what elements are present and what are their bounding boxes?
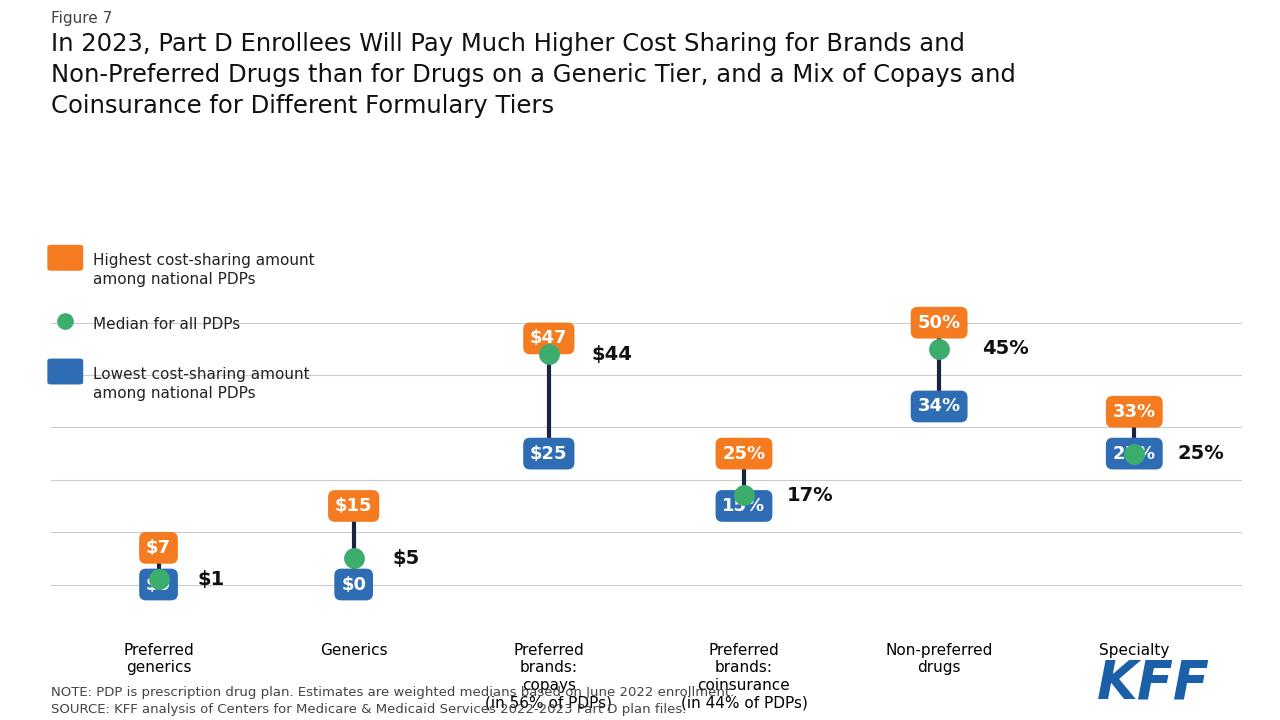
Text: $0: $0	[146, 575, 172, 593]
Text: 25%: 25%	[1178, 444, 1224, 463]
Text: 25%: 25%	[1112, 444, 1156, 463]
Text: Lowest cost-sharing amount
among national PDPs: Lowest cost-sharing amount among nationa…	[93, 367, 310, 401]
Text: $25: $25	[530, 444, 567, 463]
Text: 50%: 50%	[918, 314, 961, 332]
Text: Median for all PDPs: Median for all PDPs	[93, 317, 241, 332]
Text: KFF: KFF	[1097, 657, 1210, 709]
Text: 45%: 45%	[982, 339, 1029, 359]
Text: $15: $15	[335, 497, 372, 515]
FancyBboxPatch shape	[47, 359, 83, 384]
Text: $44: $44	[591, 345, 632, 364]
Text: 34%: 34%	[918, 397, 961, 415]
Text: $7: $7	[146, 539, 172, 557]
Text: 15%: 15%	[722, 497, 765, 515]
Text: 25%: 25%	[722, 444, 765, 463]
Text: $1: $1	[197, 570, 225, 589]
Text: $47: $47	[530, 329, 567, 347]
Text: Highest cost-sharing amount
among national PDPs: Highest cost-sharing amount among nation…	[93, 253, 315, 287]
Text: NOTE: PDP is prescription drug plan. Estimates are weighted medians based on Jun: NOTE: PDP is prescription drug plan. Est…	[51, 686, 735, 716]
Text: $5: $5	[393, 549, 420, 568]
Text: Figure 7: Figure 7	[51, 11, 113, 26]
Text: $0: $0	[342, 575, 366, 593]
Text: In 2023, Part D Enrollees Will Pay Much Higher Cost Sharing for Brands and
Non-P: In 2023, Part D Enrollees Will Pay Much …	[51, 32, 1016, 117]
FancyBboxPatch shape	[47, 245, 83, 271]
Text: 33%: 33%	[1112, 402, 1156, 420]
Text: 17%: 17%	[787, 486, 833, 505]
